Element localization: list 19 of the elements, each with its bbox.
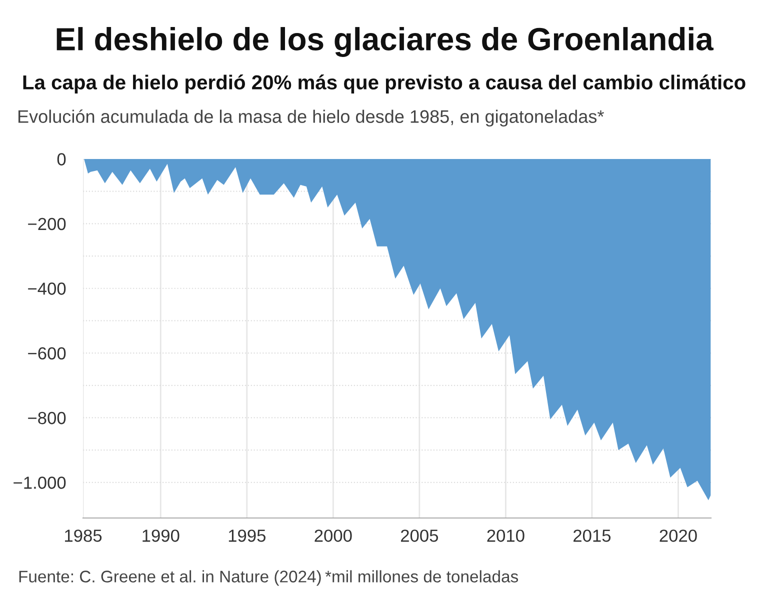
x-tick-label: 2020 — [660, 530, 697, 542]
y-tick-label: 0 — [57, 153, 66, 166]
x-tick-label: 2000 — [314, 530, 352, 542]
x-tick-label: 2015 — [574, 530, 611, 542]
x-tick-label: 2010 — [487, 530, 524, 542]
y-axis-title: Evolución acumulada de la masa de hielo desde 1985, en gigatoneladas* — [18, 109, 604, 127]
source-note: Fuente: C. Greene et al. in Nature (2024) — [19, 570, 321, 586]
chart-subtitle: La capa de hielo perdió 20% más que previsto a causa del cambio climático — [23, 74, 746, 94]
chart-title: El deshielo de los glaciares de Groenlandia — [56, 27, 714, 57]
y-tick-label: −800 — [28, 412, 66, 424]
y-tick-label: −200 — [28, 218, 66, 230]
text: *mil millones de toneladas — [325, 570, 518, 582]
y-tick-label: −1.000 — [14, 476, 66, 489]
x-tick-label: 1990 — [142, 530, 180, 542]
y-tick-label: −400 — [28, 282, 66, 295]
x-tick-label: 1995 — [228, 530, 266, 542]
x-tick-label: 2005 — [400, 530, 438, 542]
y-tick-label: −600 — [28, 347, 66, 360]
x-tick-label: 1985 — [65, 530, 102, 542]
